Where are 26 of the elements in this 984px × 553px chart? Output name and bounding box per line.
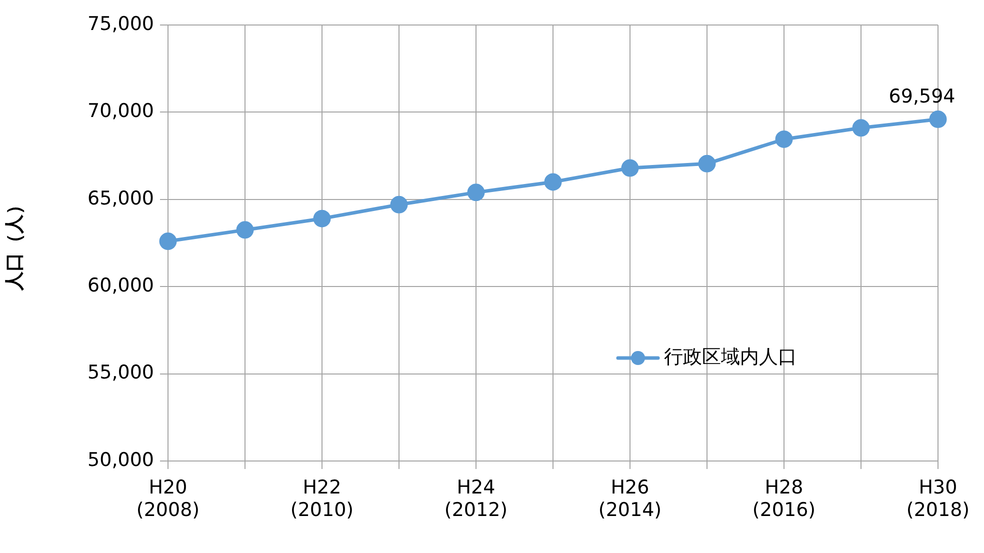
- point: [544, 173, 562, 191]
- y-tick-label: 65,000: [88, 187, 154, 210]
- point: [390, 196, 408, 214]
- legend-label: 行政区域内人口: [664, 346, 797, 368]
- y-tick-label: 75,000: [88, 12, 154, 35]
- point: [236, 221, 254, 239]
- point: [929, 110, 947, 128]
- point: [467, 184, 485, 202]
- point: [775, 130, 793, 148]
- data-label: 69,594: [888, 86, 956, 108]
- point: [698, 154, 716, 172]
- x-tick-label: H28 (2016): [752, 476, 816, 522]
- point: [621, 159, 639, 177]
- point: [159, 232, 177, 250]
- point: [852, 119, 870, 137]
- y-tick-label: 70,000: [88, 100, 154, 122]
- x-tick-label: H30 (2018): [906, 476, 970, 522]
- point: [313, 210, 331, 228]
- y-tick-label: 60,000: [88, 274, 154, 297]
- x-tick-label: H20 (2008): [136, 476, 200, 522]
- x-tick-label: H24 (2012): [444, 476, 508, 522]
- y-tick-label: 55,000: [88, 362, 154, 384]
- x-tick-label: H26 (2014): [598, 476, 662, 522]
- y-tick-label: 50,000: [88, 448, 154, 471]
- x-tick-label: H22 (2010): [290, 476, 354, 522]
- y-axis-title: 人口（人）: [3, 196, 26, 292]
